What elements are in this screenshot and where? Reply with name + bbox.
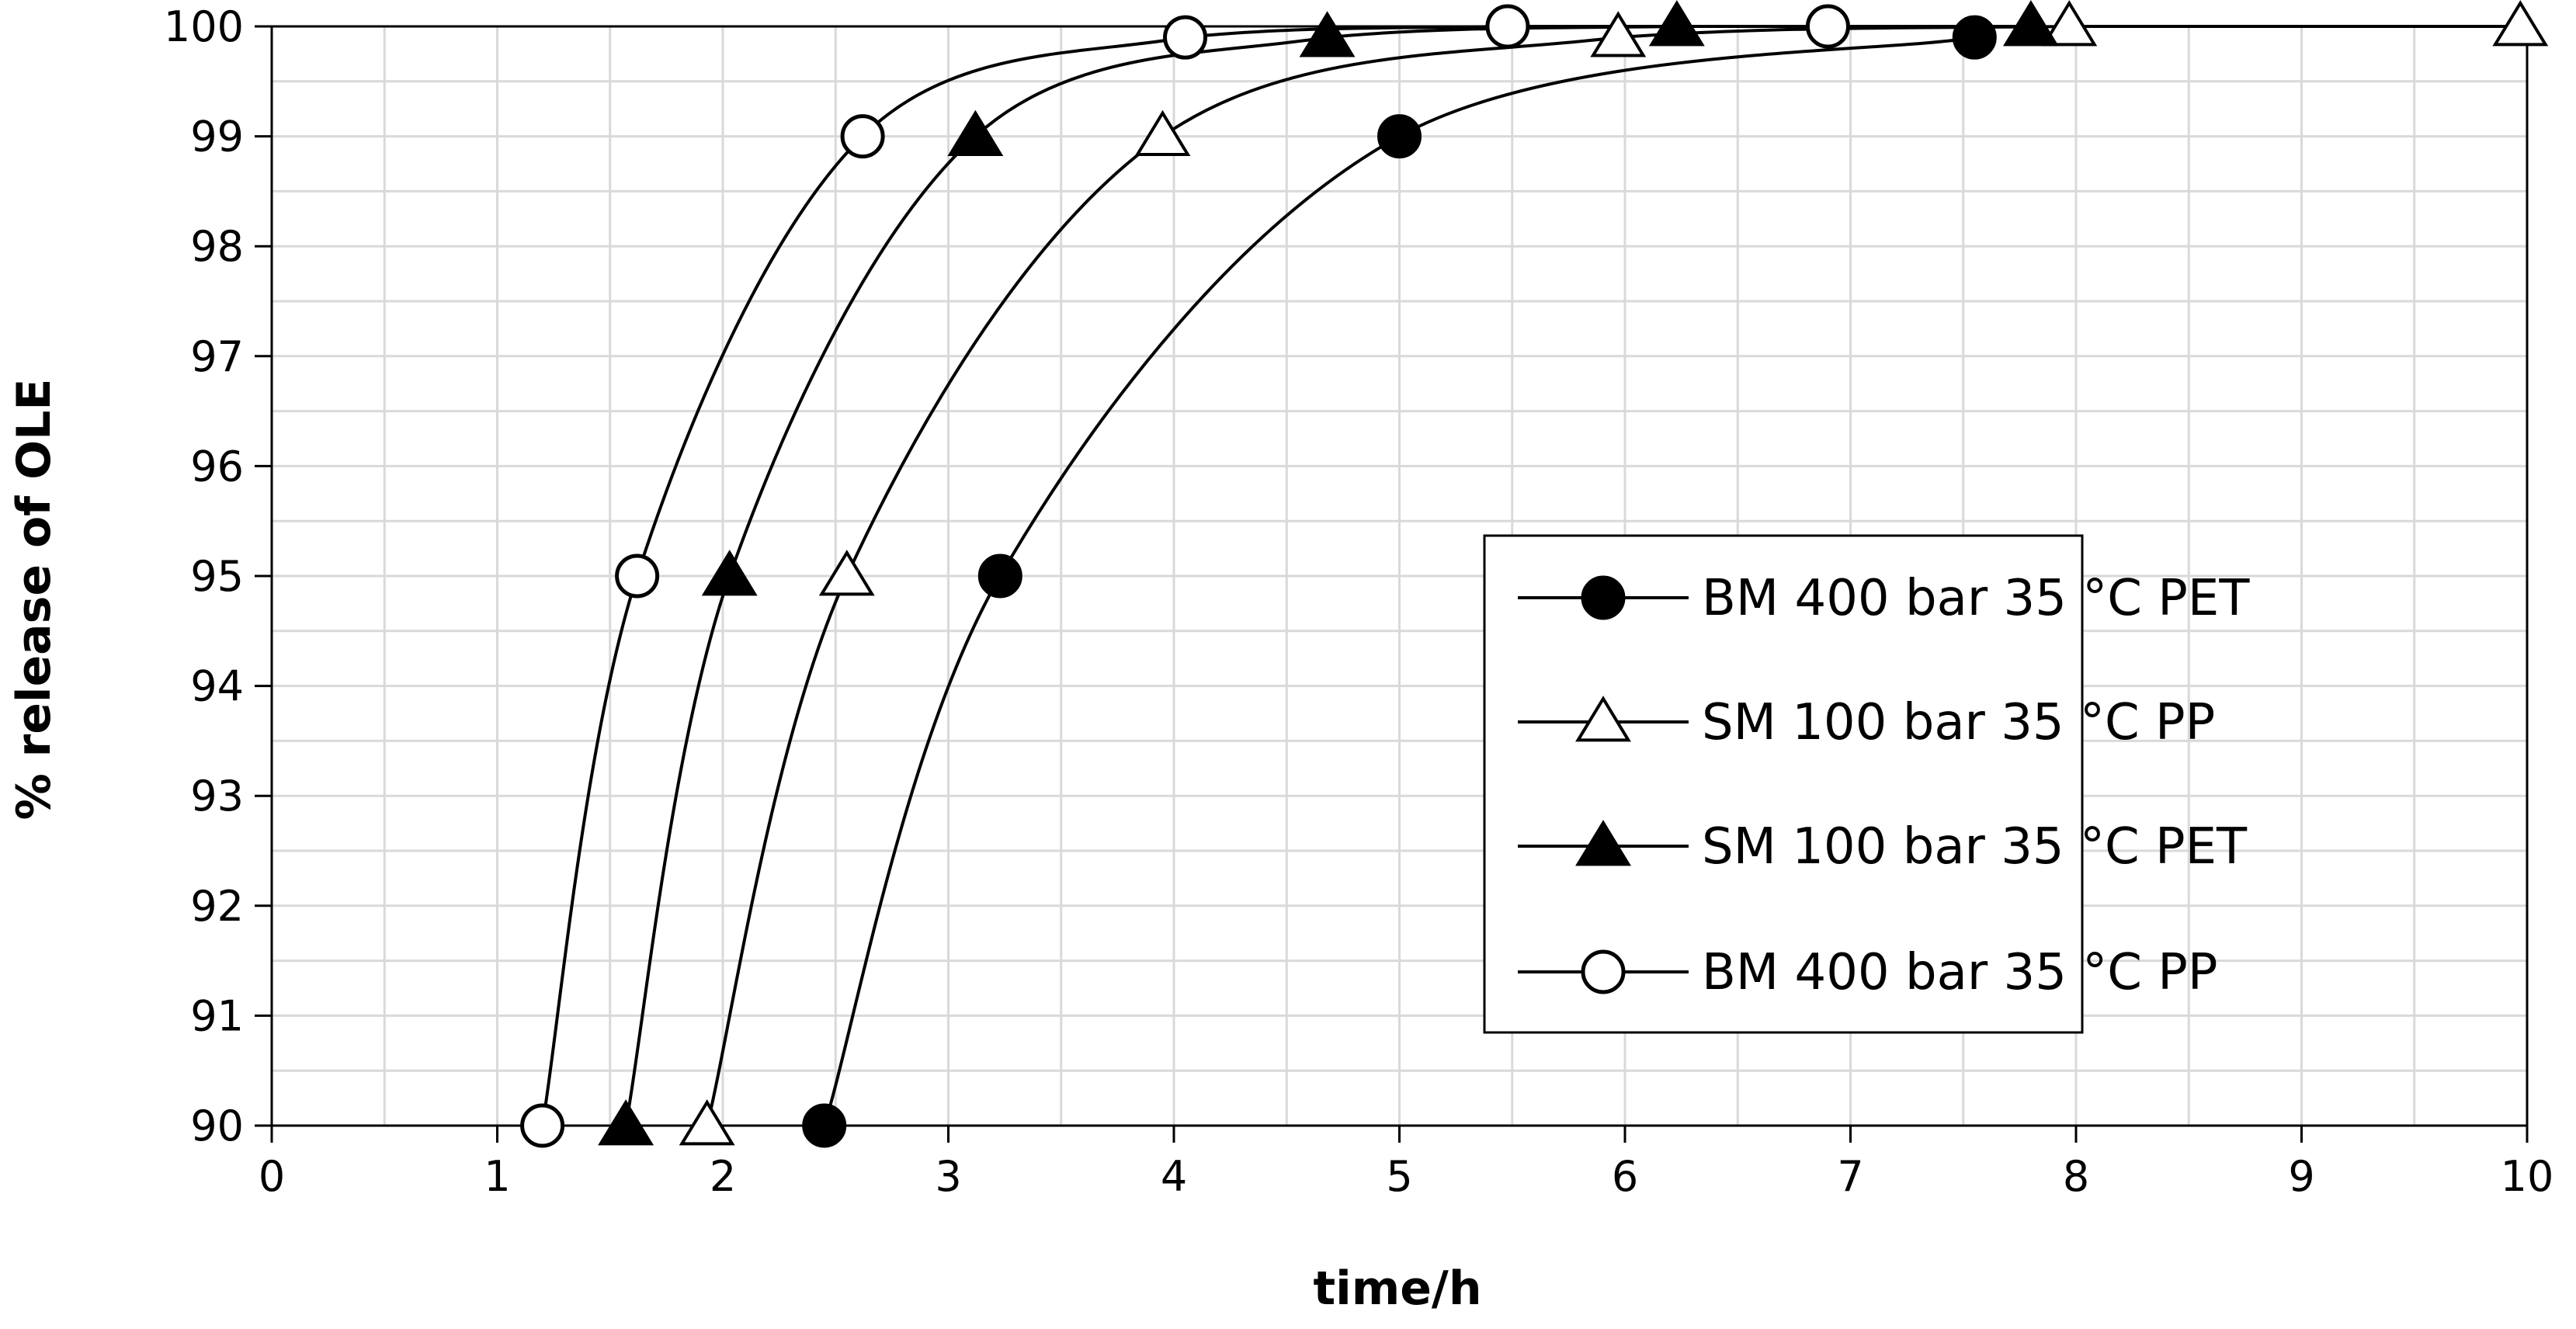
x-tick-label: 5: [1386, 1152, 1412, 1201]
data-point-sm-pet: [947, 109, 1004, 156]
y-axis-title: % release of OLE: [7, 379, 61, 821]
x-tick-label: 6: [1612, 1152, 1638, 1201]
legend-entry-bm-pp: BM 400 bar 35 °C PP: [1518, 944, 2217, 1001]
axis-ticks: 0 1 2 3 4 5 6 7 8 9 10 90 91 92 93 94 95 96 97 98 99 100: [164, 2, 2553, 1201]
data-point-sm-pp: [2492, 0, 2549, 47]
x-tick-label: 3: [935, 1152, 961, 1201]
legend-label-sm-pet: SM 100 bar 35 °C PET: [1702, 818, 2248, 876]
legend-marker-bm-pp: [1581, 949, 1626, 994]
x-tick-label: 2: [710, 1152, 736, 1201]
data-point-sm-pp: [1590, 11, 1647, 57]
data-point-sm-pp: [2041, 0, 2098, 47]
x-tick-label: 10: [2501, 1152, 2554, 1201]
data-point-bm-pp: [1485, 4, 1530, 49]
data-point-bm-pet: [1377, 114, 1422, 159]
data-point-bm-pet: [802, 1103, 847, 1148]
x-tick-label: 7: [1837, 1152, 1863, 1201]
legend-label-sm-pp: SM 100 bar 35 °C PP: [1702, 694, 2215, 751]
x-tick-label: 8: [2063, 1152, 2089, 1201]
data-point-bm-pp: [520, 1103, 565, 1148]
x-tick-label: 1: [484, 1152, 510, 1201]
legend-marker-sm-pet: [1575, 820, 1631, 866]
legend-entry-bm-pet: BM 400 bar 35 °C PET: [1518, 570, 2250, 627]
legend-marker-bm-pet: [1581, 575, 1626, 620]
y-tick-label: 90: [190, 1102, 244, 1150]
legend-symbol-sm-pet: [1575, 820, 1631, 866]
y-tick-label: 97: [190, 332, 244, 381]
data-point-bm-pp: [1805, 4, 1850, 49]
y-tick-label: 99: [190, 113, 244, 161]
series-line-bm-pet: [822, 36, 1975, 1126]
y-tick-label: 93: [190, 772, 244, 821]
data-point-bm-pp: [1163, 15, 1208, 60]
x-tick-label: 9: [2288, 1152, 2314, 1201]
data-point-sm-pp: [1134, 109, 1191, 156]
y-tick-label: 92: [190, 882, 244, 931]
legend-label-bm-pet: BM 400 bar 35 °C PET: [1702, 570, 2250, 627]
data-point-sm-pet: [701, 550, 758, 596]
x-tick-label: 4: [1161, 1152, 1187, 1201]
legend-marker-sm-pp: [1575, 696, 1631, 742]
y-tick-label: 95: [190, 552, 244, 601]
x-tick-label: 0: [259, 1152, 285, 1201]
data-point-bm-pet: [1952, 15, 1997, 60]
legend-symbol-bm-pet: [1581, 575, 1626, 620]
data-point-sm-pet: [598, 1099, 654, 1146]
data-point-sm-pet: [1299, 11, 1356, 57]
y-tick-label: 98: [190, 222, 244, 271]
data-point-bm-pet: [977, 553, 1022, 599]
legend-label-bm-pp: BM 400 bar 35 °C PP: [1702, 944, 2217, 1001]
y-tick-label: 96: [190, 442, 244, 491]
legend-symbol-sm-pp: [1575, 696, 1631, 742]
y-tick-label: 94: [190, 662, 244, 711]
legend-symbol-bm-pp: [1581, 949, 1626, 994]
y-tick-label: 91: [190, 991, 244, 1040]
data-point-sm-pp: [818, 550, 875, 596]
legend: BM 400 bar 35 °C PET SM 100 bar 35 °C PP…: [1483, 534, 2250, 1034]
legend-entry-sm-pet: SM 100 bar 35 °C PET: [1518, 818, 2248, 876]
y-tick-label: 100: [164, 2, 244, 51]
legend-entry-sm-pp: SM 100 bar 35 °C PP: [1518, 694, 2215, 751]
data-point-sm-pp: [679, 1099, 735, 1146]
data-point-bm-pp: [840, 114, 885, 159]
data-point-sm-pet: [1648, 0, 1705, 47]
series-markers: [520, 0, 2549, 1148]
data-point-sm-pet: [2002, 0, 2059, 47]
legend-box: [1483, 534, 2084, 1034]
data-point-bm-pp: [615, 553, 660, 599]
x-axis-title: time/h: [1313, 1261, 1481, 1316]
